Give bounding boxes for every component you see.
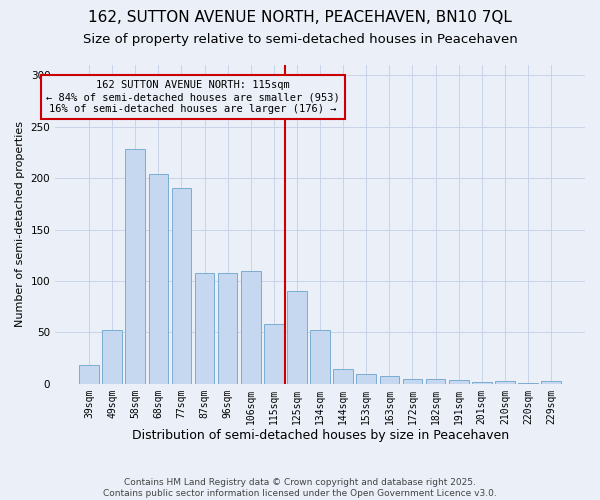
Bar xyxy=(472,382,491,384)
Bar xyxy=(380,376,399,384)
Bar xyxy=(541,380,561,384)
Text: 162, SUTTON AVENUE NORTH, PEACEHAVEN, BN10 7QL: 162, SUTTON AVENUE NORTH, PEACEHAVEN, BN… xyxy=(88,10,512,25)
Bar xyxy=(172,188,191,384)
Text: Size of property relative to semi-detached houses in Peacehaven: Size of property relative to semi-detach… xyxy=(83,32,517,46)
Bar xyxy=(495,380,515,384)
Bar xyxy=(310,330,330,384)
Bar xyxy=(356,374,376,384)
Bar xyxy=(218,273,238,384)
Bar xyxy=(195,273,214,384)
X-axis label: Distribution of semi-detached houses by size in Peacehaven: Distribution of semi-detached houses by … xyxy=(131,430,509,442)
Bar xyxy=(449,380,469,384)
Bar xyxy=(149,174,168,384)
Y-axis label: Number of semi-detached properties: Number of semi-detached properties xyxy=(15,122,25,328)
Bar xyxy=(403,378,422,384)
Bar xyxy=(334,370,353,384)
Bar xyxy=(518,383,538,384)
Bar xyxy=(287,292,307,384)
Bar xyxy=(79,366,99,384)
Text: 162 SUTTON AVENUE NORTH: 115sqm
← 84% of semi-detached houses are smaller (953)
: 162 SUTTON AVENUE NORTH: 115sqm ← 84% of… xyxy=(46,80,340,114)
Bar xyxy=(426,378,445,384)
Bar xyxy=(103,330,122,384)
Bar xyxy=(125,150,145,384)
Text: Contains HM Land Registry data © Crown copyright and database right 2025.
Contai: Contains HM Land Registry data © Crown c… xyxy=(103,478,497,498)
Bar xyxy=(264,324,284,384)
Bar xyxy=(241,270,260,384)
